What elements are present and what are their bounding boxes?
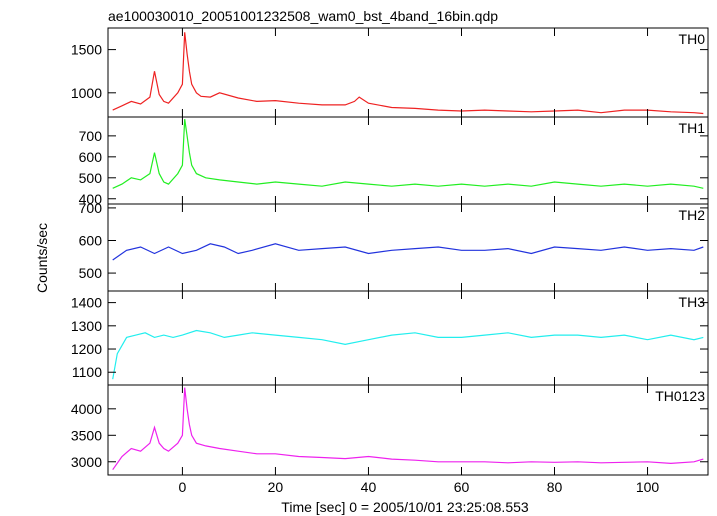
series-line-th2-0 [112, 243, 704, 261]
y-axis-label: Counts/sec [34, 223, 50, 293]
panel-th0: TH0 1000 1500 [71, 27, 709, 118]
y-tick-label: 3000 [71, 454, 102, 470]
x-tick-label: 0 [179, 479, 187, 495]
y-tick-label: 600 [79, 232, 103, 248]
x-tick-label: 40 [361, 479, 377, 495]
y-tick-label: 1100 [72, 364, 102, 380]
series-line-th1-0 [112, 119, 704, 189]
y-tick-label: 600 [79, 149, 103, 165]
y-tick-label: 1300 [71, 318, 102, 334]
series-line-th0123-0 [112, 387, 704, 471]
panel-frame [107, 27, 709, 118]
x-tick-label: 60 [454, 479, 470, 495]
y-tick-label: 700 [79, 128, 103, 144]
y-tick-label: 4000 [71, 401, 102, 417]
y-tick-label: 1000 [71, 85, 102, 101]
y-tick-label: 700 [79, 200, 103, 216]
x-axis-label: Time [sec] 0 = 2005/10/01 23:25:08.553 [281, 499, 529, 515]
panel-th0123: TH0123 3000 3500 4000 [71, 384, 709, 476]
y-tick-label: 400 [79, 191, 103, 207]
panel-frame [107, 290, 709, 386]
y-tick-label: 1200 [71, 341, 102, 357]
panel-frame [107, 116, 709, 205]
y-tick-label: 3500 [71, 427, 102, 443]
panel-th3: TH3 1100 1200 1300 1400 [71, 290, 709, 386]
panel-label: TH1 [679, 120, 706, 136]
panel-label: TH0123 [655, 388, 705, 404]
y-tick-label: 1400 [71, 295, 102, 311]
panel-label: TH2 [679, 207, 706, 223]
x-tick-label: 20 [268, 479, 284, 495]
chart-title: ae100030010_20051001232508_wam0_bst_4ban… [108, 8, 498, 24]
x-tick-label: 80 [547, 479, 563, 495]
panel-label: TH3 [679, 294, 706, 310]
series-line-th0-0 [112, 32, 704, 115]
panel-stack: TH010001500TH1400500600700TH2500600700TH… [71, 27, 709, 495]
panel-frame [107, 384, 709, 476]
y-tick-label: 500 [79, 265, 103, 281]
panel-label: TH0 [679, 31, 706, 47]
x-tick-label: 100 [636, 479, 660, 495]
series-line-th3-0 [112, 329, 704, 380]
panel-th1: TH1 400 500 600 700 [79, 116, 709, 207]
panel-th2: TH2 500 600 700 [79, 200, 709, 292]
y-tick-label: 1500 [71, 42, 102, 58]
y-tick-label: 500 [79, 170, 103, 186]
